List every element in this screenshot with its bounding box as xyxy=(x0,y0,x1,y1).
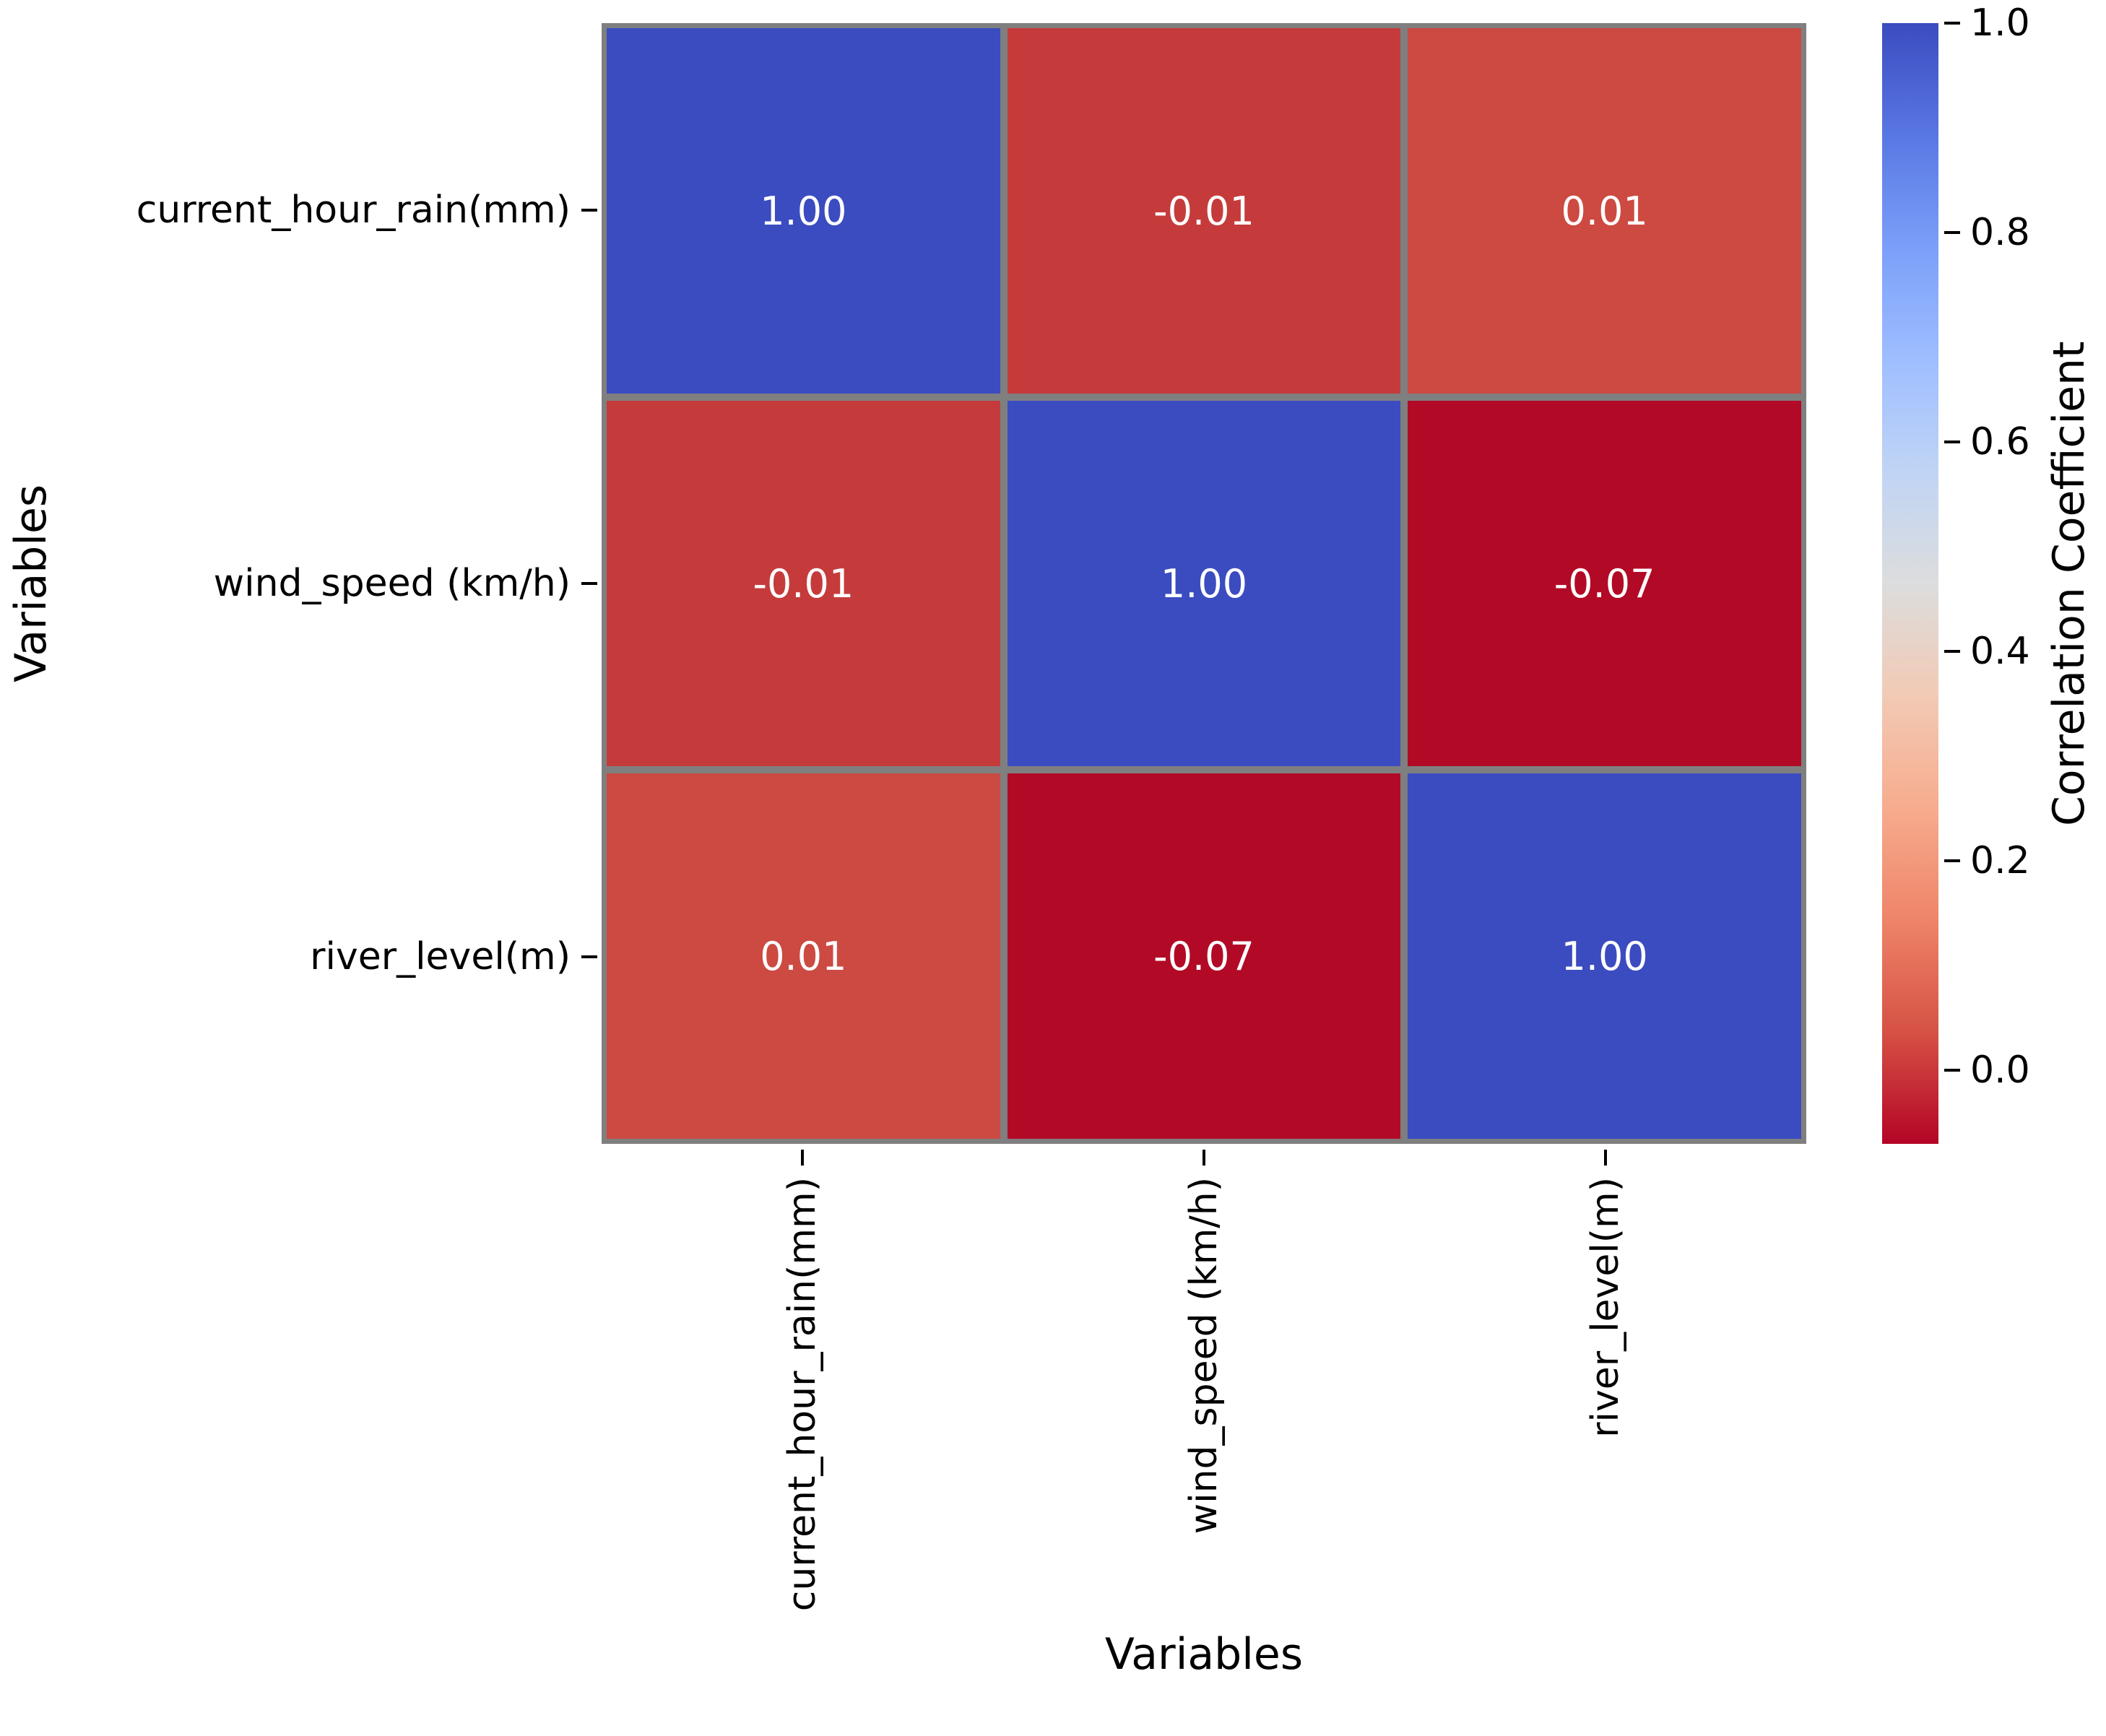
cell-value: -0.01 xyxy=(753,560,854,607)
colorbar-gradient xyxy=(1882,23,1938,1144)
y-tick-mark xyxy=(581,582,597,585)
colorbar-tick-label: 1.0 xyxy=(1970,1,2030,45)
x-tick-mark xyxy=(1202,1150,1205,1166)
cell-value: 1.00 xyxy=(760,188,847,234)
colorbar-tick-mark xyxy=(1944,1069,1960,1072)
x-tick-label: current_hour_rain(mm) xyxy=(781,1177,824,1612)
cell-value: -0.07 xyxy=(1153,933,1254,979)
colorbar-label: Correlation Coefficient xyxy=(2044,341,2094,826)
y-tick-mark xyxy=(581,208,597,212)
heatmap-cell-r0-c2: 0.01 xyxy=(1408,28,1801,394)
cell-value: 0.01 xyxy=(760,933,847,979)
colorbar-tick-mark xyxy=(1944,440,1960,444)
heatmap-cell-r1-c0: -0.01 xyxy=(607,401,1000,766)
heatmap-grid: 1.00 -0.01 0.01 -0.01 1.00 -0.07 0.01 -0.07 1.00 xyxy=(602,23,1806,1144)
heatmap-cell-r2-c2: 1.00 xyxy=(1408,773,1801,1139)
cell-value: 0.01 xyxy=(1561,188,1648,234)
cell-value: 1.00 xyxy=(1160,560,1248,607)
y-tick-label: river_level(m) xyxy=(310,935,571,979)
colorbar-tick-mark xyxy=(1944,650,1960,654)
heatmap-cell-r2-c0: 0.01 xyxy=(607,773,1000,1139)
x-tick-label: wind_speed (km/h) xyxy=(1182,1177,1226,1535)
heatmap-cell-r1-c2: -0.07 xyxy=(1408,401,1801,766)
colorbar-tick-label: 0.0 xyxy=(1970,1049,2030,1093)
x-axis-label: Variables xyxy=(1104,1629,1304,1680)
heatmap-cell-r1-c1: 1.00 xyxy=(1007,401,1401,766)
colorbar-tick-label: 0.4 xyxy=(1970,630,2030,674)
cell-value: 1.00 xyxy=(1561,933,1648,979)
heatmap-cell-r0-c1: -0.01 xyxy=(1007,28,1401,394)
x-tick-mark xyxy=(801,1150,804,1166)
heatmap-cell-r0-c0: 1.00 xyxy=(607,28,1000,394)
colorbar-tick-label: 0.6 xyxy=(1970,420,2030,464)
x-tick-mark xyxy=(1604,1150,1607,1166)
y-tick-label: wind_speed (km/h) xyxy=(213,562,571,605)
y-tick-label: current_hour_rain(mm) xyxy=(136,188,571,232)
colorbar-tick-label: 0.2 xyxy=(1970,839,2030,883)
colorbar-tick-label: 0.8 xyxy=(1970,211,2030,255)
y-tick-mark xyxy=(581,955,597,959)
x-tick-label: river_level(m) xyxy=(1584,1177,1627,1438)
colorbar-tick-mark xyxy=(1944,859,1960,863)
cell-value: -0.01 xyxy=(1153,188,1254,234)
colorbar-tick-mark xyxy=(1944,22,1960,25)
cell-value: -0.07 xyxy=(1554,560,1655,607)
heatmap-cell-r2-c1: -0.07 xyxy=(1007,773,1401,1139)
colorbar-tick-mark xyxy=(1944,231,1960,235)
